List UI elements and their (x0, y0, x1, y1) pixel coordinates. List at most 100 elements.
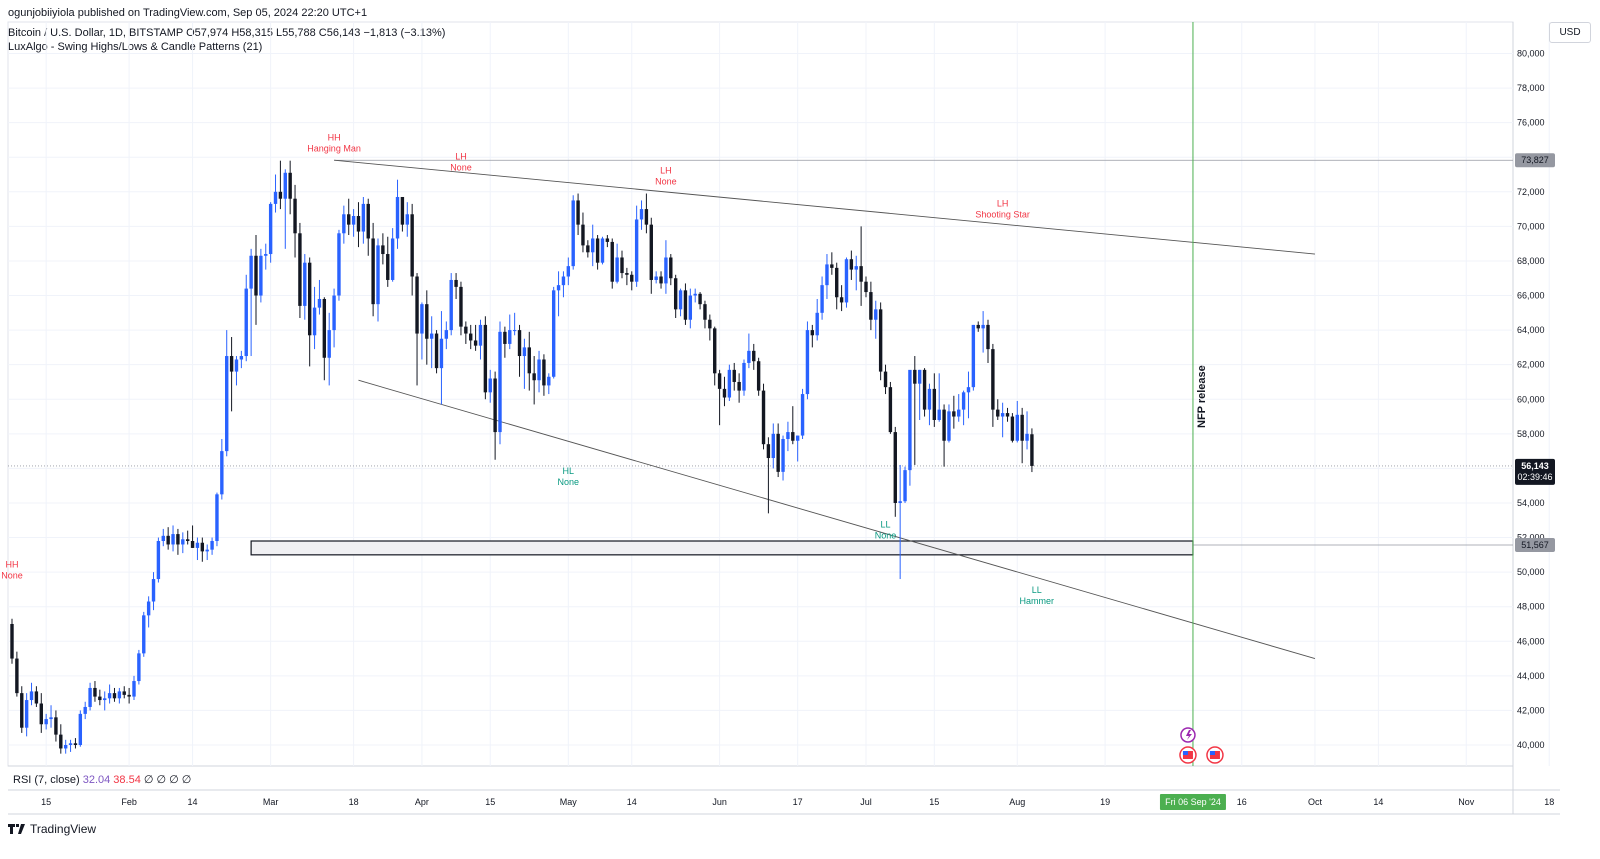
candle[interactable] (917, 369, 922, 420)
candle[interactable] (493, 371, 497, 460)
candle[interactable] (78, 710, 83, 747)
candle[interactable] (49, 705, 53, 728)
candle[interactable] (708, 314, 712, 341)
candle[interactable] (942, 404, 946, 467)
candle[interactable] (117, 687, 122, 704)
candle[interactable] (761, 383, 766, 450)
candle[interactable] (756, 357, 761, 396)
candle[interactable] (591, 224, 595, 267)
candle[interactable] (268, 202, 273, 263)
candle[interactable] (215, 492, 219, 547)
candle[interactable] (815, 298, 819, 341)
candle[interactable] (376, 238, 380, 322)
candle[interactable] (93, 681, 97, 702)
candle[interactable] (659, 271, 663, 289)
candle[interactable] (464, 321, 468, 344)
candle[interactable] (39, 693, 43, 733)
candle[interactable] (483, 316, 488, 400)
candle[interactable] (952, 395, 956, 429)
candle[interactable] (844, 257, 849, 308)
candle[interactable] (298, 222, 302, 318)
candle[interactable] (776, 423, 780, 478)
candle[interactable] (351, 209, 356, 237)
candle[interactable] (229, 337, 234, 412)
candle[interactable] (605, 235, 610, 248)
candle[interactable] (600, 236, 605, 265)
candle[interactable] (883, 364, 888, 395)
candle[interactable] (830, 252, 834, 275)
candle[interactable] (747, 333, 751, 369)
candle[interactable] (859, 226, 863, 306)
candle[interactable] (473, 324, 478, 351)
candle[interactable] (220, 439, 224, 500)
candle[interactable] (576, 193, 580, 236)
indicator-line[interactable]: LuxAlgo - Swing Highs/Lows & Candle Patt… (8, 41, 263, 53)
candle[interactable] (874, 300, 878, 339)
candle[interactable] (996, 399, 1000, 420)
candle[interactable] (278, 160, 283, 210)
candle[interactable] (683, 283, 688, 325)
candle[interactable] (234, 356, 239, 386)
candle[interactable] (864, 276, 868, 298)
candle[interactable] (1030, 428, 1034, 473)
candle[interactable] (59, 724, 63, 754)
candle[interactable] (327, 312, 331, 386)
candle[interactable] (337, 229, 341, 301)
candle[interactable] (307, 257, 312, 367)
candle[interactable] (610, 238, 614, 289)
candle[interactable] (24, 693, 29, 737)
candle[interactable] (722, 376, 727, 407)
candle[interactable] (264, 243, 268, 270)
candle[interactable] (1020, 407, 1024, 464)
candle[interactable] (88, 682, 92, 711)
candle[interactable] (161, 528, 165, 547)
candle[interactable] (522, 338, 527, 389)
candle[interactable] (625, 267, 629, 286)
candle[interactable] (669, 254, 673, 286)
candle[interactable] (898, 464, 902, 580)
candle[interactable] (678, 288, 683, 317)
candle[interactable] (991, 343, 995, 427)
candle[interactable] (142, 611, 146, 657)
candle[interactable] (947, 404, 951, 443)
candle[interactable] (171, 525, 175, 552)
candle[interactable] (63, 739, 68, 754)
candle[interactable] (781, 435, 785, 481)
candle[interactable] (34, 686, 39, 707)
candle[interactable] (415, 273, 419, 386)
candle[interactable] (810, 324, 815, 348)
candle[interactable] (449, 273, 453, 336)
candle[interactable] (908, 369, 912, 486)
candle[interactable] (44, 713, 48, 730)
candle[interactable] (849, 250, 854, 280)
candle[interactable] (195, 537, 200, 561)
candle[interactable] (732, 362, 736, 391)
candle[interactable] (888, 381, 893, 434)
candle[interactable] (561, 271, 566, 298)
candle[interactable] (366, 198, 370, 256)
candle[interactable] (386, 236, 390, 287)
candle[interactable] (400, 196, 405, 232)
candle[interactable] (459, 281, 463, 336)
candle[interactable] (1010, 413, 1015, 443)
candle[interactable] (73, 738, 78, 749)
candle[interactable] (1005, 407, 1010, 422)
candle[interactable] (439, 311, 444, 405)
candle[interactable] (581, 212, 585, 253)
candle[interactable] (10, 618, 14, 664)
candle[interactable] (322, 297, 327, 381)
candle[interactable] (961, 390, 966, 426)
candle[interactable] (586, 240, 590, 258)
candle[interactable] (698, 292, 702, 310)
candle[interactable] (103, 691, 107, 711)
candle[interactable] (478, 319, 483, 360)
candle[interactable] (444, 321, 449, 350)
candle[interactable] (869, 281, 873, 331)
candle[interactable] (981, 311, 985, 353)
candle[interactable] (551, 286, 556, 379)
candle[interactable] (839, 285, 844, 312)
currency-button[interactable]: USD (1549, 22, 1591, 43)
candle[interactable] (913, 356, 917, 465)
candle[interactable] (254, 235, 258, 325)
